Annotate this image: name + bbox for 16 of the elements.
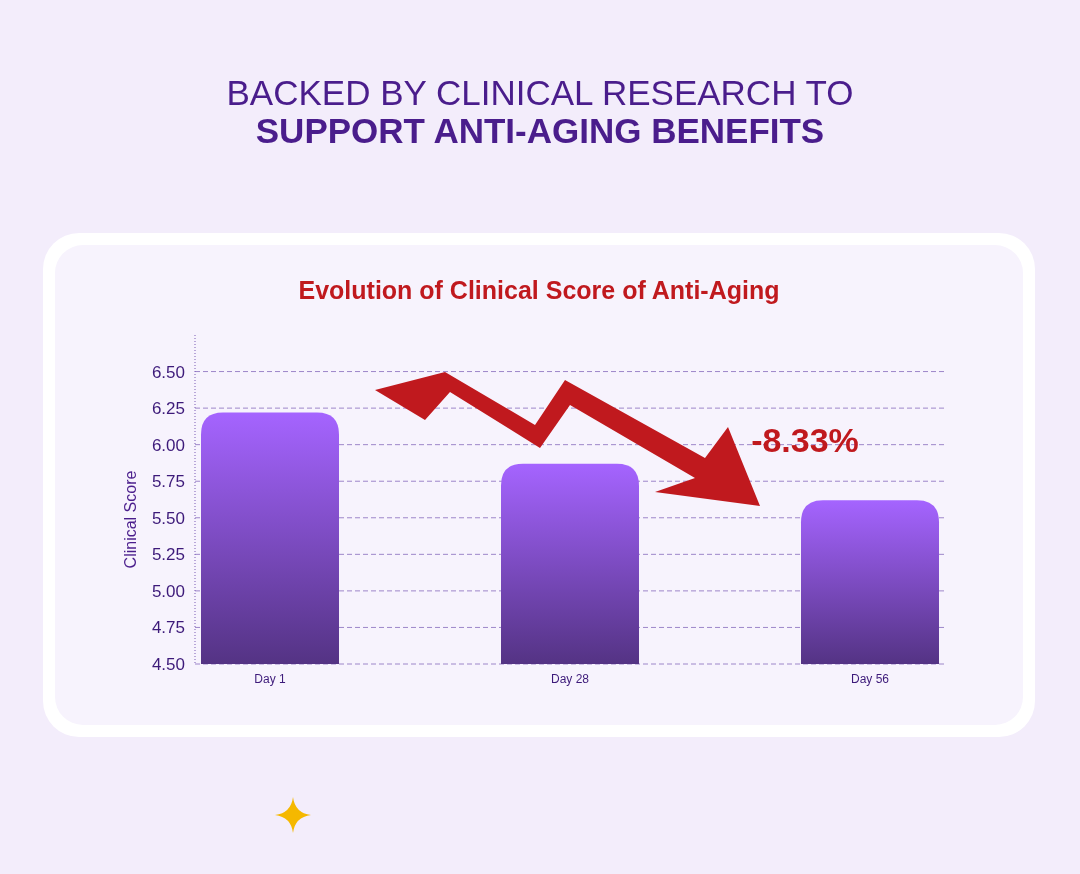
- x-tick-label: Day 1: [254, 672, 286, 686]
- annotation: -8.33%: [751, 421, 859, 459]
- chart-subtitle: Evolution of Clinical Score of Anti-Aging: [298, 276, 780, 304]
- x-tick-label: Day 56: [850, 672, 890, 686]
- y-tick-label: 5.75: [151, 472, 185, 492]
- y-tick-label: 4.50: [151, 654, 185, 674]
- y-tick-label: 6.50: [151, 362, 185, 382]
- y-tick-label: 5.25: [151, 545, 185, 565]
- y-tick-label: 5.00: [151, 581, 185, 601]
- chart-title: BACKED BY CLINICAL RESEARCH TO SUPPORT ANTI-AGING BENEFITS: [226, 73, 854, 150]
- y-tick-label: 5.50: [151, 508, 185, 528]
- x-tick-label: Day 28: [550, 672, 590, 686]
- y-tick-label: 4.75: [151, 618, 185, 638]
- y-axis-title: Clinical Score: [122, 470, 139, 569]
- y-tick-label: 6.00: [151, 435, 185, 455]
- y-tick-label: 6.25: [151, 399, 185, 419]
